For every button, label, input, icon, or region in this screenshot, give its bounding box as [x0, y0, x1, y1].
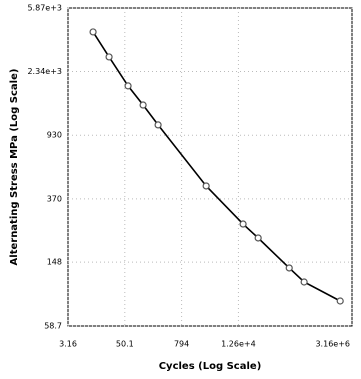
marker [202, 182, 210, 190]
x-tick-label: 3.16e+6 [315, 340, 350, 349]
x-tick-label: 50.1 [116, 340, 134, 349]
marker [300, 278, 308, 286]
y-tick-label: 930 [47, 131, 62, 140]
x-axis-title: Cycles (Log Scale) [159, 361, 262, 372]
marker [336, 297, 344, 305]
y-tick-label: 148 [47, 258, 62, 267]
y-tick-label: 5.87e+3 [27, 4, 62, 13]
marker [239, 220, 247, 228]
marker [154, 121, 162, 129]
x-tick-label: 3.16 [59, 340, 77, 349]
marker [139, 101, 147, 109]
marker [124, 82, 132, 90]
y-tick-label: 370 [47, 194, 62, 203]
x-tick-label: 1.26e+4 [221, 340, 256, 349]
y-axis-title: Alternating Stress MPa (Log Scale) [9, 69, 20, 266]
line [92, 31, 341, 302]
marker [285, 264, 293, 272]
marker [89, 28, 97, 36]
y-tick-label: 2.34e+3 [27, 67, 62, 76]
y-tick-label: 58.7 [44, 322, 62, 331]
marker [254, 234, 262, 242]
plot-frame [67, 7, 353, 327]
x-tick-label: 794 [174, 340, 189, 349]
marker [105, 53, 113, 61]
